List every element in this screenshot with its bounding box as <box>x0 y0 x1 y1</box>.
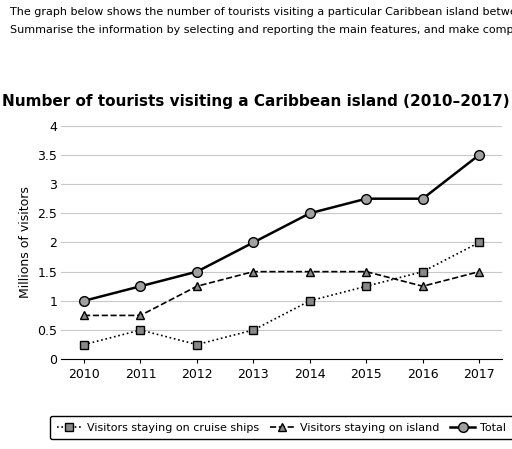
Legend: Visitors staying on cruise ships, Visitors staying on island, Total: Visitors staying on cruise ships, Visito… <box>50 416 512 440</box>
Y-axis label: Millions of visitors: Millions of visitors <box>19 186 32 299</box>
Text: The graph below shows the number of tourists visiting a particular Caribbean isl: The graph below shows the number of tour… <box>10 7 512 17</box>
Text: Number of tourists visiting a Caribbean island (2010–2017): Number of tourists visiting a Caribbean … <box>2 93 510 109</box>
Text: Summarise the information by selecting and reporting the main features, and make: Summarise the information by selecting a… <box>10 25 512 35</box>
